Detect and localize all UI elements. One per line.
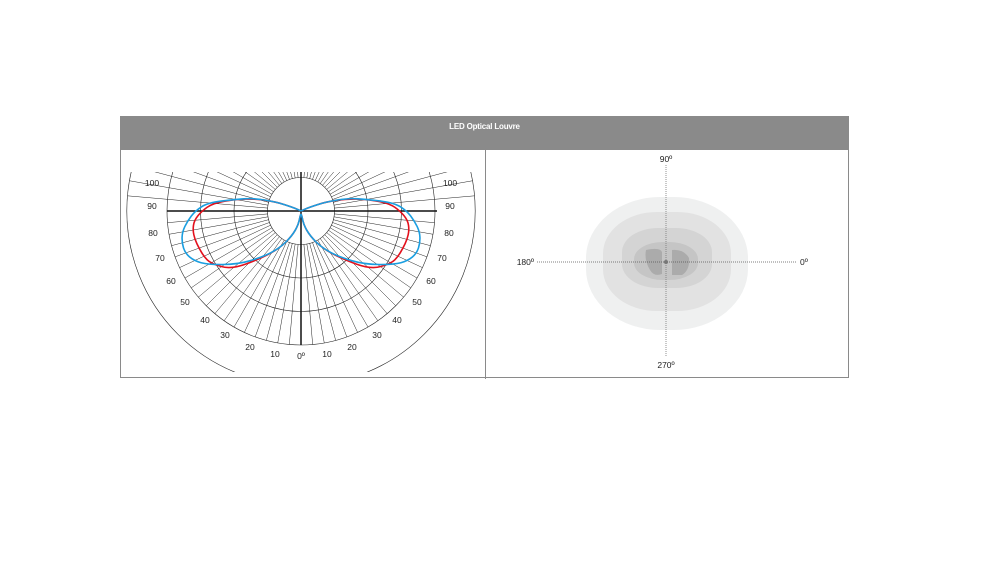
polar-radial-line [233,239,285,328]
polar-radial-line [333,219,431,246]
polar-angle-label: 40 [392,315,402,325]
polar-radial-line [333,180,473,206]
polar-radial-line [322,236,388,314]
polar-radial-line [326,172,348,190]
panel-header: LED Optical Louvre [121,117,848,150]
polar-radial-line [198,232,276,298]
polar-radial-line [332,172,409,200]
polar-radial-line [254,172,276,190]
polar-angle-label: 90 [147,201,157,211]
polar-angle-label: 30 [372,330,382,340]
polar-radial-line [333,216,434,235]
polar-angle-label: 60 [166,276,176,286]
polar-radial-line [332,222,428,258]
panel-title: LED Optical Louvre [449,122,520,131]
polar-zero-label: 0º [297,351,305,361]
polar-radial-line [306,243,325,344]
polar-radial-line [232,172,273,195]
polar-angle-label: 100 [443,178,457,188]
polar-radial-line [334,213,435,223]
polar-angle-label: 80 [444,228,454,238]
iso-label-right: 0º [800,257,808,267]
iso-label-left: 180º [517,257,534,267]
polar-radial-line [334,195,475,209]
polar-radial-line [328,230,411,289]
polar-radial-line [206,234,278,306]
polar-radial-line [289,244,299,345]
polar-angle-label: 40 [200,315,210,325]
polar-radial-line [216,172,271,198]
polar-radial-line [324,234,396,306]
polar-radial-line [266,243,293,341]
polar-radial-line [254,242,290,338]
polar-radial-line [127,195,268,209]
polar-radial-line [193,172,270,200]
polar-angle-label: 20 [347,342,357,352]
polar-radial-line [174,222,270,258]
polar-angle-label: 20 [245,342,255,352]
polar-radial-line [329,227,418,279]
polar-angle-label: 50 [412,297,422,307]
polar-radial-line [171,219,269,246]
polar-radial-line [331,172,386,198]
polar-radial-line [328,172,358,192]
polar-radial-line [309,243,336,341]
iso-label-top: 90º [660,154,673,164]
polar-angle-label: 30 [220,330,230,340]
polar-radial-line [333,172,448,203]
polar-radial-line [167,213,268,223]
divider [485,150,486,379]
polar-radial-line [312,242,348,338]
polar-angle-label: 60 [426,276,436,286]
polar-radial-line [329,172,370,195]
polar-radial-line [326,232,404,298]
polar-radial-line [317,239,369,328]
polar-radial-line [244,241,288,333]
polar-angle-label: 80 [148,228,158,238]
polar-radial-line [154,172,269,203]
polar-radial-line [214,236,280,314]
polar-radial-line [168,216,269,235]
polar-angle-label: 10 [322,349,332,359]
polar-series-blue [181,197,421,266]
iso-center-mark [664,260,668,264]
polar-angle-label: 70 [155,253,165,263]
polar-radial-line [303,244,313,345]
polar-radial-line [184,227,273,279]
iso-contour-peak-right [672,249,690,275]
iso-label-bottom: 270º [657,360,674,370]
polar-radial-line [277,243,296,344]
polar-radial-line [244,172,274,192]
polar-ring-outer [126,172,476,372]
polar-radial-line [129,180,269,206]
polar-angle-label: 50 [180,297,190,307]
polar-radial-line [314,241,358,333]
polar-radial-line [191,230,274,289]
polar-angle-label: 90 [445,201,455,211]
polar-angle-label: 100 [145,178,159,188]
polar-angle-label: 10 [270,349,280,359]
polar-angle-label: 70 [437,253,447,263]
